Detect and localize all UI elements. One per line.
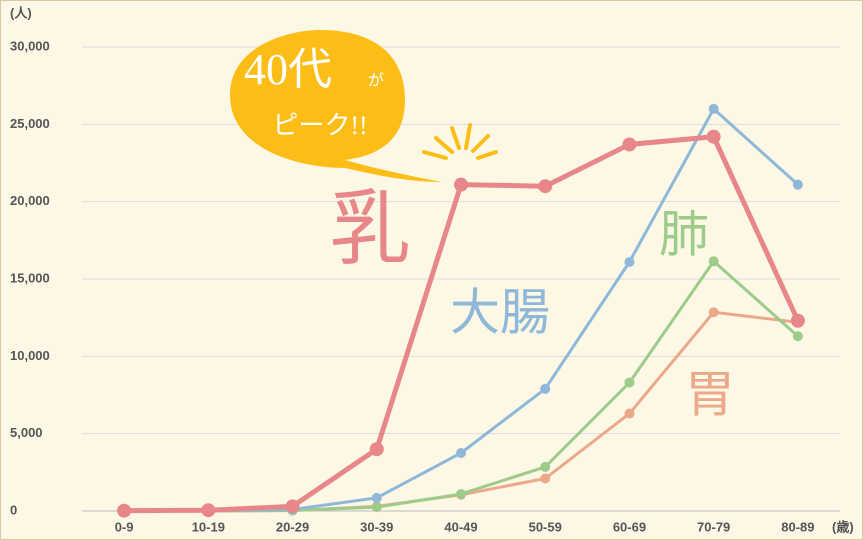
y-unit: (人): [10, 5, 32, 20]
x-tick-label: 20-29: [276, 519, 309, 534]
point: [456, 488, 466, 499]
point: [708, 307, 719, 318]
grid: 0 5,000 10,000 15,000 20,000 25,000 30,000 0-9 1…: [10, 38, 840, 534]
y-tick-label: 25,000: [10, 116, 50, 131]
x-tick-label: 40-49: [444, 519, 477, 534]
callout-text: が: [368, 72, 384, 90]
point: [201, 503, 216, 518]
y-tick-label: 20,000: [10, 193, 50, 208]
x-tick-label: 70-79: [697, 519, 730, 534]
y-tick-label: 15,000: [10, 270, 50, 285]
x-unit: (歳): [832, 519, 854, 534]
point: [790, 313, 805, 328]
point: [624, 408, 635, 419]
series-label: 肺: [659, 206, 709, 262]
point: [454, 177, 468, 192]
point: [792, 331, 803, 342]
point: [540, 383, 551, 394]
point: [792, 179, 803, 190]
y-tick-label: 5,000: [10, 425, 43, 440]
point: [371, 502, 382, 513]
callout-text: ピーク!!: [272, 111, 367, 140]
point: [708, 103, 719, 114]
point: [369, 442, 384, 457]
point: [456, 448, 466, 458]
y-tick-label: 0: [10, 502, 17, 517]
point: [624, 256, 635, 267]
x-tick-label: 80-89: [781, 519, 814, 534]
x-tick-label: 30-39: [360, 519, 393, 534]
y-tick-label: 30,000: [10, 38, 50, 53]
sparkle: [422, 123, 498, 160]
callout: 40代 が ピーク!!: [230, 30, 498, 182]
callout-bubble: [230, 30, 442, 182]
series-label: 胃: [685, 366, 735, 422]
x-tick-label: 50-59: [529, 519, 562, 534]
point: [538, 179, 553, 194]
x-tick-label: 10-19: [192, 519, 225, 534]
y-tick-label: 10,000: [10, 348, 50, 363]
point: [706, 129, 721, 144]
point: [708, 256, 719, 267]
point: [622, 137, 637, 152]
point: [285, 499, 300, 514]
series-label: 乳: [329, 184, 411, 275]
x-tick-label: 60-69: [613, 519, 646, 534]
series-label: 大腸: [450, 284, 550, 340]
point: [624, 377, 635, 388]
x-tick-label: 0-9: [115, 519, 134, 534]
point: [540, 473, 551, 484]
point: [371, 492, 382, 503]
point: [117, 503, 132, 518]
callout-text: 40代: [244, 45, 332, 94]
point: [540, 461, 551, 472]
